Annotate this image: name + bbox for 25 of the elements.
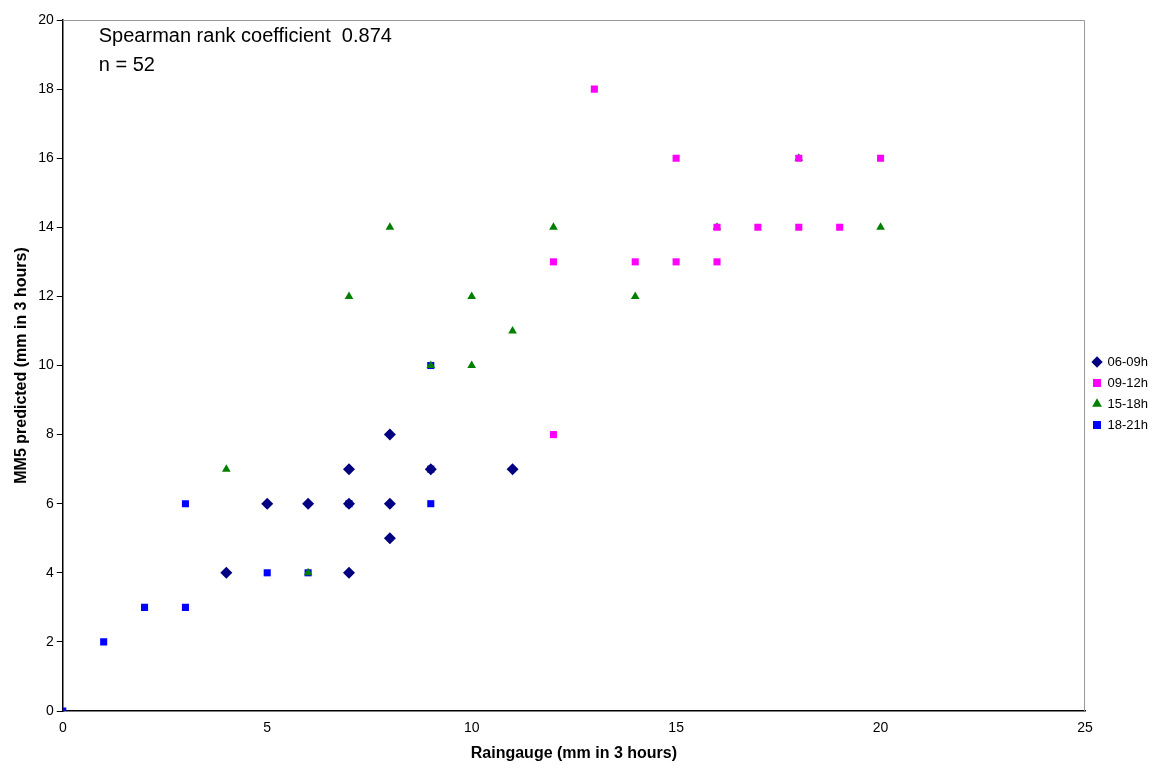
annotation: n = 52 <box>98 52 155 75</box>
x-tick-label: 10 <box>463 719 480 736</box>
x-tick-label: 5 <box>263 719 272 736</box>
legend-label: 15-18h <box>1107 395 1149 411</box>
legend-label: 09-12h <box>1107 374 1149 390</box>
x-axis-title: Raingauge (mm in 3 hours) <box>470 743 678 761</box>
y-axis-title: MM5 predicted (mm in 3 hours) <box>12 247 30 484</box>
y-tick-label: 6 <box>45 494 54 511</box>
y-tick-label: 0 <box>45 701 54 718</box>
y-tick-label: 12 <box>38 287 54 304</box>
legend-label: 18-21h <box>1107 416 1149 432</box>
x-tick-label: 0 <box>58 719 67 736</box>
y-tick-label: 8 <box>45 425 54 442</box>
y-tick-label: 14 <box>38 218 54 235</box>
y-tick-label: 2 <box>45 632 54 649</box>
y-tick-label: 16 <box>38 149 54 166</box>
x-tick-label: 20 <box>872 719 889 736</box>
x-tick-label: 25 <box>1077 719 1094 736</box>
y-tick-label: 4 <box>45 563 54 580</box>
y-tick-label: 20 <box>38 10 54 27</box>
annotation: Spearman rank coefficient 0.874 <box>98 23 392 46</box>
x-tick-label: 15 <box>668 719 685 736</box>
legend-label: 06-09h <box>1107 353 1149 369</box>
y-tick-label: 18 <box>38 79 54 96</box>
y-tick-label: 10 <box>38 356 54 373</box>
